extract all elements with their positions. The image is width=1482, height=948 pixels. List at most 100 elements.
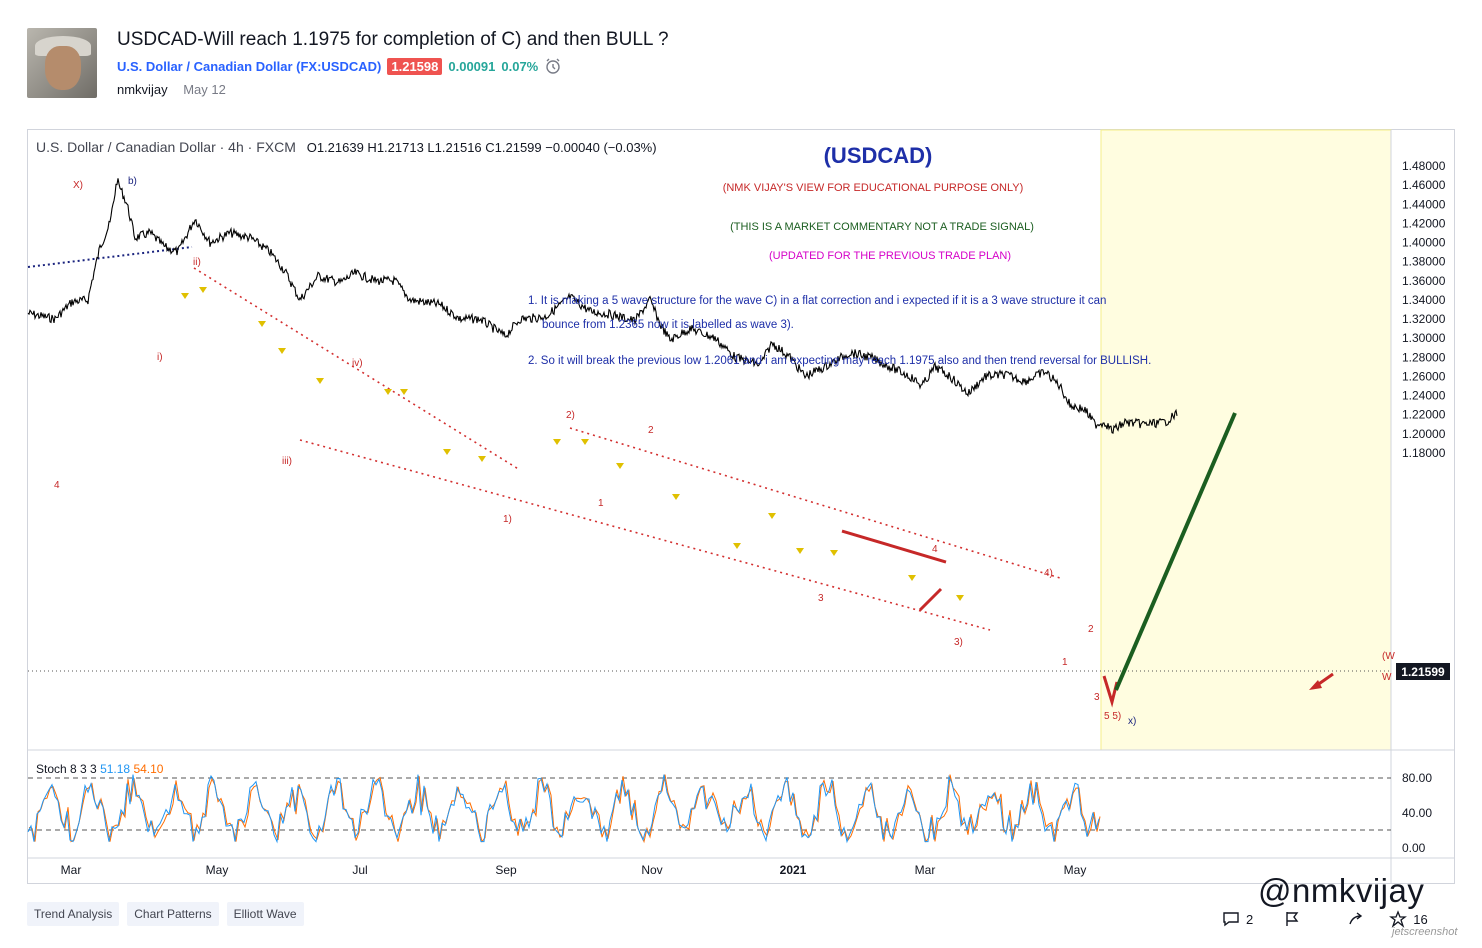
tag-trend-analysis[interactable]: Trend Analysis (27, 902, 120, 926)
signal-triangle (616, 463, 624, 469)
price-series (27, 178, 1178, 434)
signal-triangle (384, 389, 392, 395)
chart-legend: U.S. Dollar / Canadian Dollar · 4h · FXC… (36, 139, 657, 155)
time-tick-label: May (206, 863, 229, 877)
wave-2-right: 2 (1088, 624, 1094, 635)
wave-x: x) (1128, 716, 1136, 727)
stoch-k-value: 51.18 (100, 762, 131, 776)
price-tick-label: 1.42000 (1402, 216, 1446, 230)
commentary-point2: 2. So it will break the previous low 1.2… (528, 355, 1151, 367)
legend-symbol[interactable]: U.S. Dollar / Canadian Dollar · 4h · FXC… (36, 139, 296, 155)
price-tick-label: 1.48000 (1402, 159, 1446, 173)
signal-triangle (258, 321, 266, 327)
idea-title: USDCAD-Will reach 1.1975 for completion … (117, 29, 669, 50)
idea-header: USDCAD-Will reach 1.1975 for completion … (0, 0, 1482, 110)
share-icon[interactable] (1347, 910, 1365, 928)
tag-chart-patterns[interactable]: Chart Patterns (127, 902, 219, 926)
stoch-legend: Stoch 8 3 3 51.18 54.10 (36, 762, 163, 776)
price-tick-label: 1.44000 (1402, 197, 1446, 211)
idea-tags: Trend Analysis Chart Patterns Elliott Wa… (27, 902, 304, 926)
time-tick-label: Sep (495, 863, 517, 877)
wave-labels: X) b) ii) i) iii) iv) 4 2) 2 1 1) 3 4 3)… (54, 176, 1395, 727)
wave-W-lower: W (1382, 672, 1392, 683)
signal-triangle (733, 543, 741, 549)
time-tick-label: Mar (61, 863, 82, 877)
wave-4-paren: 4) (1044, 568, 1053, 579)
channel-upper-2 (569, 427, 1061, 579)
wave-3-paren: 3) (954, 637, 963, 648)
wave-ii: ii) (193, 257, 201, 268)
wave-5: 5 5) (1104, 711, 1121, 722)
signal-triangle (796, 548, 804, 554)
wave-iv: iv) (352, 358, 363, 369)
price-tick-label: 1.22000 (1402, 408, 1446, 422)
time-tick-label: May (1064, 863, 1087, 877)
avatar-face (45, 46, 81, 90)
stoch-label: Stoch 8 3 3 (36, 762, 97, 776)
stoch-k-line (27, 774, 1100, 844)
legend-ohlc: O1.21639 H1.21713 L1.21516 C1.21599 −0.0… (306, 140, 657, 155)
price-tick-label: 1.20000 (1402, 427, 1446, 441)
signal-triangle (956, 595, 964, 601)
signal-triangle (830, 550, 838, 556)
price-change: 0.00091 (448, 58, 496, 74)
red-arrow-icon (1309, 672, 1334, 690)
wave-4-left: 4 (54, 480, 60, 491)
signal-triangle (181, 293, 189, 299)
signal-triangle (672, 494, 680, 500)
commentary-line1: (NMK VIJAY'S VIEW FOR EDUCATIONAL PURPOS… (723, 182, 1024, 194)
last-price-tag (1396, 663, 1450, 680)
chart-container[interactable] (27, 129, 1455, 884)
publish-date: May 12 (183, 82, 226, 97)
forecast-zone (1100, 129, 1392, 751)
tag-elliott-wave[interactable]: Elliott Wave (226, 902, 304, 926)
signal-triangle (443, 449, 451, 455)
last-price-text: 1.21599 (1401, 665, 1445, 679)
commentary-line2: (THIS IS A MARKET COMMENTARY NOT A TRADE… (730, 221, 1034, 233)
stoch-d-value: 54.10 (133, 762, 164, 776)
flag-icon[interactable] (1283, 910, 1301, 928)
price-tick-label: 1.24000 (1402, 389, 1446, 403)
channel-lower (299, 439, 991, 631)
commentary: (USDCAD) (NMK VIJAY'S VIEW FOR EDUCATION… (528, 143, 1151, 367)
signal-markers (181, 287, 964, 601)
time-tick-label: Mar (915, 863, 936, 877)
price-tick-label: 1.36000 (1402, 274, 1446, 288)
wave-3-right: 3 (1094, 692, 1100, 703)
wave-X: X) (73, 180, 83, 191)
stoch-tick-label: 40.00 (1402, 806, 1432, 820)
boost-icon[interactable] (1389, 910, 1408, 928)
signal-triangle (581, 439, 589, 445)
signal-triangle (400, 389, 408, 395)
time-tick-label: Jul (352, 863, 367, 877)
price-tick-label: 1.38000 (1402, 255, 1446, 269)
signal-triangle (278, 348, 286, 354)
wave-iii: iii) (282, 456, 292, 467)
wave-3: 3 (818, 593, 824, 604)
author-avatar[interactable] (27, 28, 97, 98)
price-tick-label: 1.34000 (1402, 293, 1446, 307)
signal-triangle (908, 575, 916, 581)
jetscreenshot-watermark: jetscreenshot (1392, 926, 1458, 938)
symbol-link[interactable]: U.S. Dollar / Canadian Dollar (FX:USDCAD… (117, 58, 382, 74)
wave-1-paren: 1) (503, 514, 512, 525)
stoch-d-line (28, 774, 1101, 844)
commentary-point1a: 1. It is making a 5 wave structure for t… (528, 295, 1106, 307)
signal-triangle (199, 287, 207, 293)
boost-count: 16 (1413, 911, 1428, 927)
price-tick-label: 1.30000 (1402, 331, 1446, 345)
alarm-clock-icon[interactable] (544, 57, 562, 75)
idea-actions: 2 16 (1222, 910, 1428, 928)
commentary-line3: (UPDATED FOR THE PREVIOUS TRADE PLAN) (769, 250, 1011, 262)
signal-triangle (553, 439, 561, 445)
wave-4: 4 (932, 544, 938, 555)
author-name[interactable]: nmkvijay (117, 82, 168, 97)
wave-b: b) (128, 176, 137, 187)
signal-triangle (316, 378, 324, 384)
commentary-heading: (USDCAD) (824, 143, 933, 168)
symbol-line: U.S. Dollar / Canadian Dollar (FX:USDCAD… (117, 57, 562, 75)
wave-2: 2 (648, 425, 654, 436)
price-tick-label: 1.26000 (1402, 369, 1446, 383)
comment-icon[interactable] (1222, 910, 1240, 928)
